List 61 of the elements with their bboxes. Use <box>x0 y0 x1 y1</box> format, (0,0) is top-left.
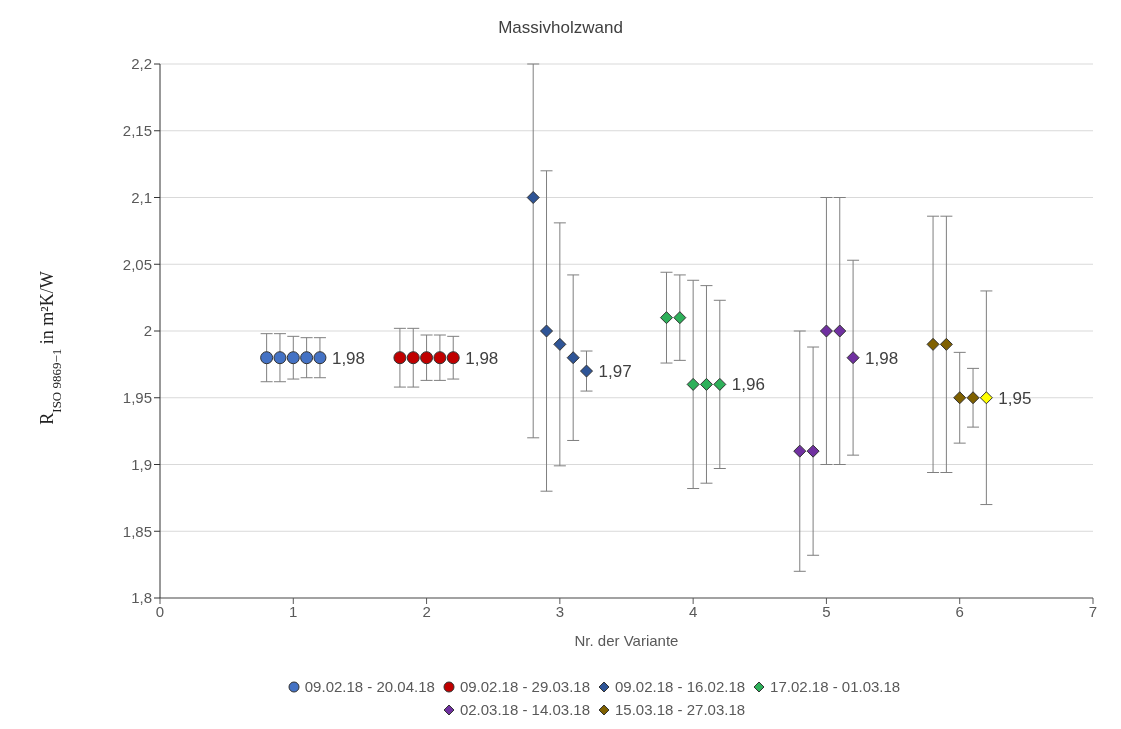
legend-label: 17.02.18 - 01.03.18 <box>769 678 901 695</box>
point <box>926 337 940 351</box>
point <box>300 351 314 365</box>
x-tick-label: 4 <box>688 602 698 620</box>
point <box>273 351 287 365</box>
point <box>833 324 847 338</box>
point <box>966 391 980 405</box>
data-label: 1,95 <box>998 388 1032 408</box>
point <box>686 377 700 391</box>
point <box>553 337 567 351</box>
point <box>713 377 727 391</box>
point <box>433 351 447 365</box>
point <box>446 351 460 365</box>
legend-label: 02.03.18 - 14.03.18 <box>458 701 590 718</box>
y-tick-label: 2,15 <box>122 122 152 140</box>
chart-title: Massivholzwand <box>497 17 624 39</box>
point <box>673 311 687 325</box>
y-tick-label: 2,2 <box>131 55 152 73</box>
y-tick-label: 1,95 <box>122 389 152 407</box>
y-tick-label: 2 <box>143 322 152 340</box>
legend-label: 09.02.18 - 16.02.18 <box>614 678 746 695</box>
y-tick-label: 2,1 <box>131 188 152 206</box>
point <box>699 377 713 391</box>
x-tick-label: 6 <box>955 602 964 620</box>
point <box>659 311 673 325</box>
point <box>286 351 300 365</box>
point <box>393 351 407 365</box>
x-tick-label: 0 <box>155 602 165 620</box>
point <box>979 391 993 405</box>
legend-label: 15.03.18 - 27.03.18 <box>614 701 746 718</box>
point <box>540 324 554 338</box>
x-tick-label: 2 <box>422 602 431 620</box>
x-tick-label: 3 <box>555 602 565 620</box>
point <box>406 351 420 365</box>
legend-label: 09.02.18 - 20.04.18 <box>303 678 435 695</box>
point <box>846 351 860 365</box>
y-tick-label: 1,85 <box>122 522 152 540</box>
point <box>420 351 434 365</box>
x-tick-label: 5 <box>822 602 831 620</box>
legend-label: 09.02.18 - 29.03.18 <box>458 678 590 695</box>
point <box>566 351 580 365</box>
data-label: 1,97 <box>598 362 632 382</box>
data-label: 1,98 <box>865 348 899 368</box>
point <box>793 444 807 458</box>
data-label: 1,98 <box>331 348 366 368</box>
y-tick-label: 1,8 <box>131 589 152 607</box>
point <box>313 351 327 365</box>
point <box>526 191 540 204</box>
point <box>580 364 594 378</box>
point <box>953 391 967 405</box>
point <box>806 444 820 458</box>
x-axis-title: Nr. der Variante <box>574 632 679 649</box>
point <box>819 324 833 338</box>
data-label: 1,98 <box>465 348 499 368</box>
data-label: 1,96 <box>731 375 765 395</box>
point <box>939 337 953 351</box>
point <box>260 351 274 365</box>
x-tick-label: 7 <box>1088 602 1098 620</box>
y-tick-label: 1,9 <box>131 455 152 473</box>
y-tick-label: 2,05 <box>122 255 152 273</box>
x-tick-label: 1 <box>289 602 298 620</box>
